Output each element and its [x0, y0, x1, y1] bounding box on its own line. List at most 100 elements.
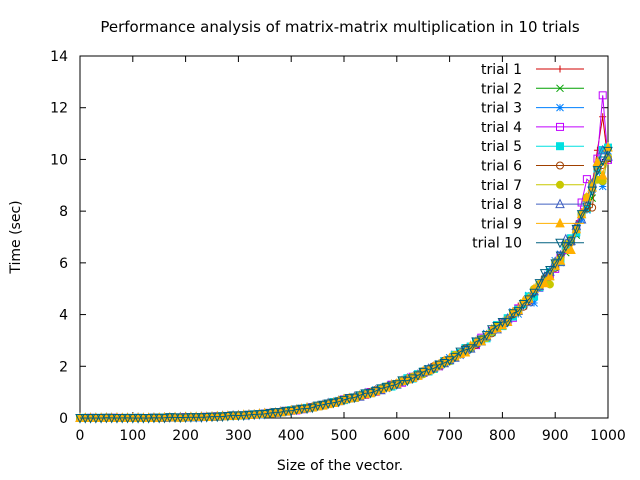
data-point	[571, 224, 582, 235]
data-point	[365, 388, 376, 399]
data-point	[201, 412, 212, 423]
data-point	[91, 414, 101, 424]
legend-label: trial 2	[481, 81, 522, 97]
data-point	[555, 198, 565, 209]
data-point	[597, 156, 608, 167]
data-point	[576, 210, 587, 220]
legend-item: trial 7	[481, 178, 584, 194]
data-point	[101, 413, 112, 424]
data-point	[254, 410, 265, 420]
data-point	[249, 410, 260, 421]
data-point	[339, 395, 349, 406]
data-point	[534, 279, 545, 289]
data-point	[96, 413, 106, 424]
legend-item: trial 1	[481, 62, 584, 78]
data-point	[360, 389, 370, 399]
data-point	[106, 413, 117, 424]
x-tick-label: 400	[278, 428, 305, 444]
data-point	[154, 413, 165, 424]
data-point	[423, 365, 434, 375]
data-point	[556, 103, 564, 112]
y-tick-label: 14	[50, 49, 68, 65]
series-trial-9	[75, 141, 613, 422]
data-point	[487, 325, 497, 335]
legend-label: trial 3	[481, 101, 522, 117]
x-tick-label: 300	[225, 428, 252, 444]
plot-frame	[79, 55, 609, 419]
y-tick-label: 4	[59, 308, 68, 324]
data-point	[302, 404, 312, 415]
data-point	[259, 409, 270, 420]
data-point	[143, 414, 154, 424]
series-line	[80, 150, 609, 419]
data-point	[180, 413, 191, 424]
data-point	[530, 299, 538, 307]
data-point	[582, 175, 591, 184]
y-tick-label: 12	[50, 101, 68, 117]
data-point	[455, 347, 465, 358]
series-line	[80, 158, 609, 419]
data-point	[603, 146, 613, 157]
data-point	[376, 384, 386, 395]
data-point	[471, 337, 481, 348]
y-axis-title: Time (sec)	[8, 200, 24, 274]
legend-label: trial 10	[472, 236, 522, 252]
series-line	[79, 157, 609, 419]
data-point	[599, 113, 607, 121]
series-line	[80, 156, 609, 419]
legend-item: trial 6	[481, 159, 584, 175]
data-point	[238, 411, 249, 421]
series-line	[79, 116, 609, 419]
data-point	[355, 391, 365, 401]
data-point	[476, 335, 487, 346]
data-point	[444, 356, 455, 366]
data-point	[550, 259, 561, 269]
data-point	[556, 142, 564, 151]
x-tick-label: 1000	[590, 428, 626, 444]
data-point	[566, 244, 576, 254]
data-point	[275, 408, 286, 418]
data-point	[133, 413, 143, 424]
series-layer	[75, 91, 613, 424]
x-tick-label: 600	[383, 428, 410, 444]
data-point	[349, 393, 360, 404]
data-point	[381, 383, 392, 393]
data-point	[186, 413, 196, 423]
series-line	[80, 147, 609, 419]
data-point	[291, 405, 302, 416]
data-point	[112, 414, 122, 424]
data-point	[545, 270, 555, 281]
y-tick-label: 10	[50, 152, 68, 168]
data-point	[556, 161, 564, 170]
data-point	[539, 277, 550, 288]
data-point	[138, 414, 149, 424]
data-point	[597, 169, 608, 180]
data-point	[80, 414, 91, 424]
data-point	[391, 380, 402, 390]
data-point	[523, 295, 534, 305]
data-point	[413, 371, 423, 382]
data-point	[508, 309, 518, 319]
data-point	[492, 322, 502, 332]
series-line	[80, 150, 609, 419]
data-point	[233, 411, 244, 422]
data-point	[159, 413, 170, 424]
x-axis-title: Size of the vector.	[277, 458, 403, 474]
data-point	[481, 331, 492, 341]
data-point	[450, 352, 460, 363]
data-point	[85, 414, 96, 424]
data-point	[386, 381, 397, 392]
data-point	[460, 346, 471, 357]
data-point	[555, 238, 565, 249]
data-point	[75, 414, 85, 424]
data-point	[592, 166, 603, 176]
data-point	[587, 186, 597, 197]
data-point	[402, 376, 413, 387]
data-point	[217, 412, 228, 423]
x-tick-label: 800	[489, 428, 516, 444]
data-point	[556, 84, 564, 93]
data-point	[223, 411, 233, 422]
legend-label: trial 5	[481, 139, 522, 155]
data-point	[545, 266, 555, 276]
data-point	[598, 91, 607, 100]
